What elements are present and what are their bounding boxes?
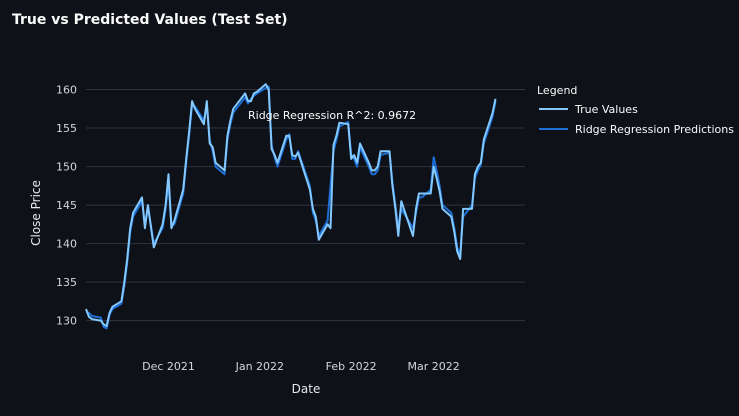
x-tick-label: Mar 2022: [408, 360, 460, 373]
chart-title: True vs Predicted Values (Test Set): [12, 12, 288, 28]
r2-annotation: Ridge Regression R^2: 0.9672: [248, 109, 416, 122]
y-axis-title: Close Price: [29, 180, 43, 246]
y-tick-label: 135: [56, 276, 77, 289]
x-axis-title: Date: [292, 382, 321, 396]
legend[interactable]: Legend True Values Ridge Regression Pred…: [537, 84, 734, 136]
y-tick-label: 140: [56, 238, 77, 251]
legend-item-ridge-predictions[interactable]: Ridge Regression Predictions: [539, 123, 734, 136]
legend-label-ridge-predictions: Ridge Regression Predictions: [575, 123, 734, 136]
gridlines: [86, 89, 525, 322]
y-tick-label: 150: [56, 161, 77, 174]
legend-label-true-values: True Values: [574, 103, 638, 116]
series-lines: [85, 83, 497, 330]
x-tick-label: Jan 2022: [235, 360, 284, 373]
y-axis-ticks: 130 135 140 145 150 155 160: [56, 84, 77, 328]
y-tick-label: 160: [56, 84, 77, 97]
x-tick-label: Dec 2021: [142, 360, 195, 373]
series-line-true-values[interactable]: [85, 83, 497, 327]
y-tick-label: 145: [56, 199, 77, 212]
x-tick-label: Feb 2022: [326, 360, 377, 373]
legend-item-true-values[interactable]: True Values: [539, 103, 638, 116]
y-tick-label: 130: [56, 315, 77, 328]
y-tick-label: 155: [56, 122, 77, 135]
legend-title: Legend: [537, 84, 577, 97]
x-axis-ticks: Dec 2021 Jan 2022 Feb 2022 Mar 2022: [142, 360, 460, 373]
